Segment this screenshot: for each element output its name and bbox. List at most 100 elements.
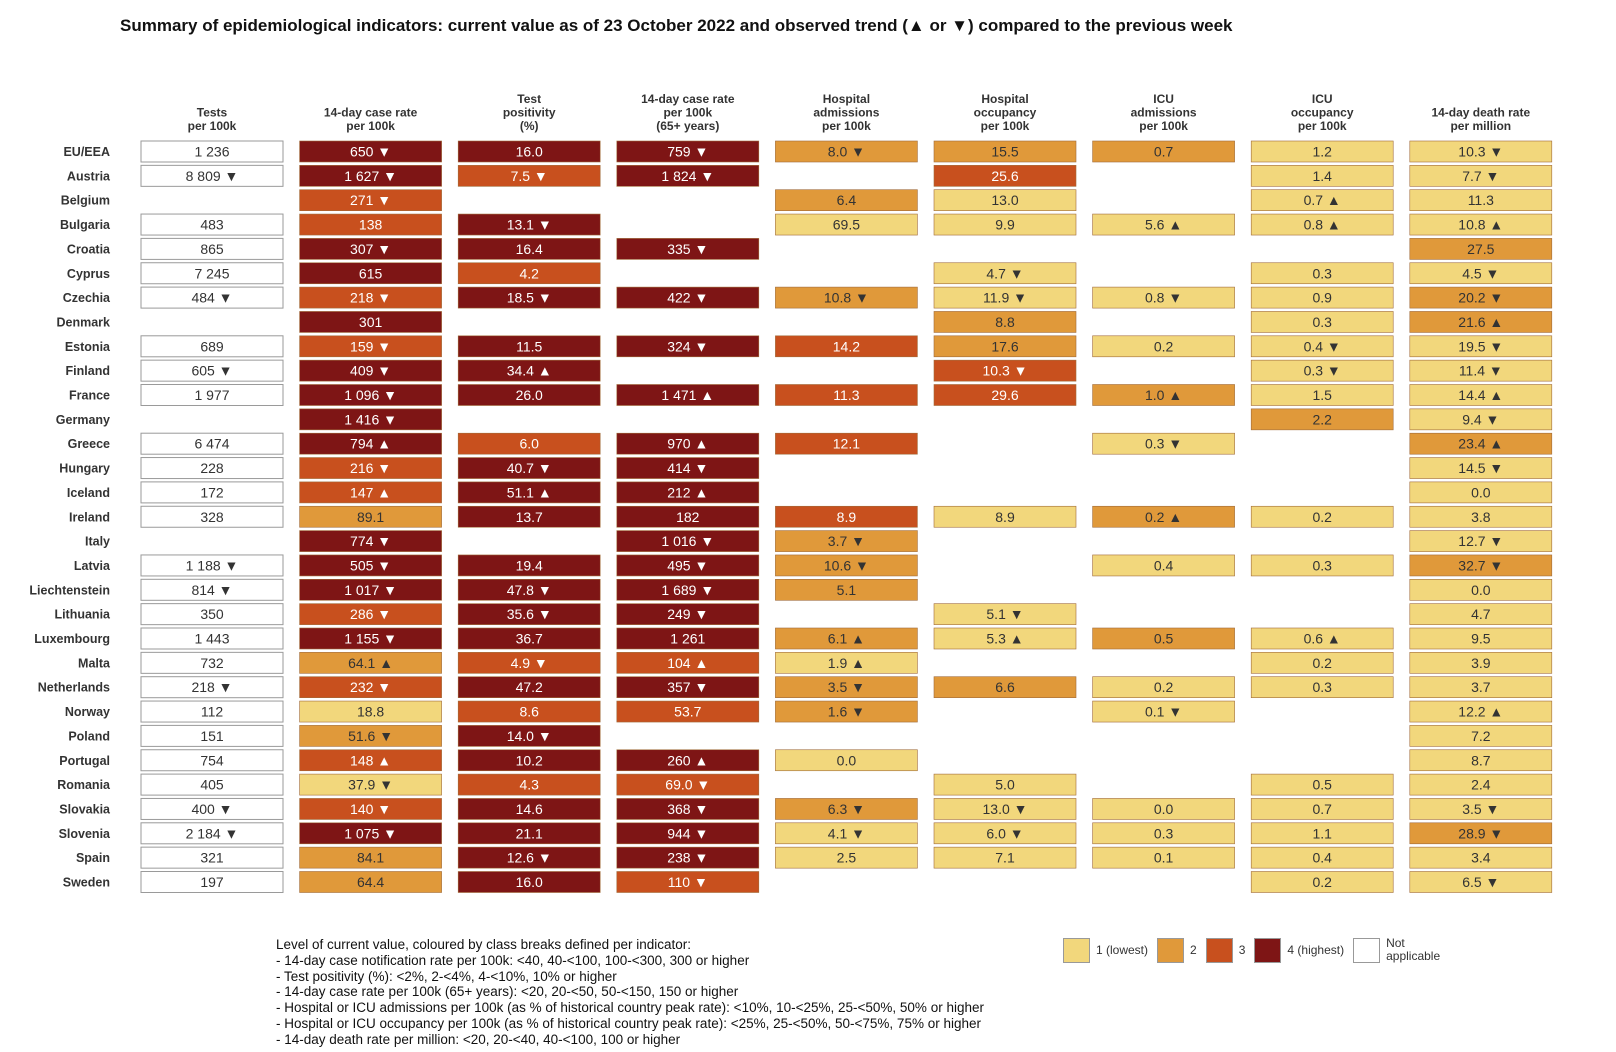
cell-value: 0.1 [1154, 850, 1174, 866]
table-cell: 212 ▲ [616, 481, 760, 504]
table-cell: 13.0 [933, 189, 1077, 211]
column-header-line: ICU [1153, 92, 1174, 106]
cell-value: 11.5 [516, 338, 542, 354]
cell-background [775, 822, 918, 845]
cell-value: 0.5 [1154, 631, 1174, 647]
table-cell: 13.1 ▼ [457, 213, 601, 236]
cell-value: 0.0 [1154, 801, 1174, 817]
cell-background [933, 286, 1077, 309]
cell-value: 40.7 ▼ [507, 460, 552, 476]
table-cell: 1 824 ▼ [616, 165, 760, 187]
cell-value: 4.9 ▼ [511, 655, 548, 671]
cell-background [933, 627, 1077, 650]
cell-value: 147 ▲ [350, 484, 391, 500]
cell-value: 1 096 ▼ [344, 387, 397, 403]
footnote-line: - 14-day case notification rate per 100k… [276, 952, 750, 968]
table-cell: 7.5 ▼ [457, 165, 601, 187]
table-cell: 0.3 [1092, 822, 1235, 845]
table-cell: 23.4 ▲ [1409, 432, 1553, 455]
cell-background [1409, 311, 1553, 333]
row-label: Italy [85, 535, 110, 549]
table-cell: 12.6 ▼ [457, 846, 601, 869]
cell-value: 19.5 ▼ [1458, 338, 1503, 354]
cell-background [1409, 652, 1553, 674]
class-breaks-footnote: Level of current value, coloured by clas… [276, 937, 984, 1048]
cell-background [1409, 530, 1553, 552]
cell-value: 0.0 [1471, 484, 1491, 500]
cell-value: 140 ▼ [350, 801, 391, 817]
cell-background [933, 311, 1077, 333]
row-label: Cyprus [67, 267, 110, 281]
table-cell: 13.0 ▼ [933, 798, 1077, 820]
cell-background [299, 140, 442, 163]
table-cell: 232 ▼ [299, 676, 442, 699]
cell-value: 0.6 ▲ [1304, 631, 1341, 647]
table-cell: 1.4 [1250, 165, 1394, 187]
cell-value: 104 ▲ [667, 655, 708, 671]
table-cell: 51.6 ▼ [299, 725, 442, 747]
cell-background [1092, 798, 1235, 820]
cell-background [1409, 773, 1553, 796]
cell-value: 1 236 [194, 144, 229, 160]
table-cell: 238 ▼ [616, 846, 760, 869]
cell-value: 17.6 [991, 338, 1018, 354]
table-cell: 1 188 ▼ [140, 554, 284, 577]
cell-value: 759 ▼ [667, 144, 708, 160]
cell-value: 505 ▼ [350, 557, 391, 573]
cell-background [1250, 871, 1394, 893]
table-cell: 409 ▼ [299, 359, 442, 382]
table-cell: 0.2 [1092, 676, 1235, 699]
cell-value: 0.3 [1312, 679, 1332, 695]
cell-value: 47.2 [516, 679, 543, 695]
table-cell: 11.4 ▼ [1409, 359, 1553, 382]
table-cell: 10.6 ▼ [775, 554, 918, 577]
cell-value: 6.3 ▼ [828, 801, 865, 817]
row-label: Croatia [67, 242, 111, 256]
cell-value: 794 ▲ [350, 436, 391, 452]
cell-value: 159 ▼ [350, 338, 391, 354]
cell-value: 112 [201, 704, 224, 720]
cell-value: 0.2 [1312, 874, 1332, 890]
table-cell: 6.3 ▼ [775, 798, 918, 820]
table-cell: 1 443 [140, 627, 284, 650]
cell-background [140, 773, 284, 796]
cell-value: 970 ▲ [667, 436, 708, 452]
cell-background [616, 700, 760, 723]
row-label: Latvia [74, 559, 111, 573]
table-cell: 4.7 ▼ [933, 262, 1077, 285]
cell-background [457, 238, 601, 260]
cell-value: 8.0 ▼ [828, 144, 865, 160]
cell-value: 228 [200, 460, 224, 476]
table-cell: 0.2 [1092, 335, 1235, 358]
cell-value: 10.3 ▼ [1458, 144, 1503, 160]
table-cell: 148 ▲ [299, 749, 442, 772]
cell-value: 1.6 ▼ [828, 704, 865, 720]
cell-background [1250, 335, 1394, 358]
cell-background [933, 384, 1077, 406]
cell-value: 19.4 [516, 557, 543, 573]
table-cell: 140 ▼ [299, 798, 442, 820]
table-cell: 0.7 [1250, 798, 1394, 820]
cell-value: 69.5 [833, 217, 860, 233]
table-cell: 84.1 [299, 846, 442, 869]
cell-background [299, 700, 442, 723]
cell-background [140, 286, 284, 309]
cell-value: 1 443 [194, 631, 229, 647]
cell-background [1092, 505, 1235, 528]
table-cell: 5.3 ▲ [933, 627, 1077, 650]
row-label: Poland [68, 729, 110, 743]
cell-background [775, 627, 918, 650]
table-cell: 6.1 ▲ [775, 627, 918, 650]
cell-value: 249 ▼ [667, 606, 708, 622]
table-cell: 138 [299, 213, 442, 236]
table-cell: 2.4 [1409, 773, 1553, 796]
column-header-line: positivity [503, 106, 556, 120]
cell-background [933, 140, 1077, 163]
cell-value: 20.2 ▼ [1458, 290, 1503, 306]
table-cell: 35.6 ▼ [457, 603, 601, 625]
cell-background [1409, 140, 1553, 163]
cell-value: 865 [200, 241, 224, 257]
table-cell: 218 ▼ [299, 286, 442, 309]
table-cell: 3.4 [1409, 846, 1553, 869]
